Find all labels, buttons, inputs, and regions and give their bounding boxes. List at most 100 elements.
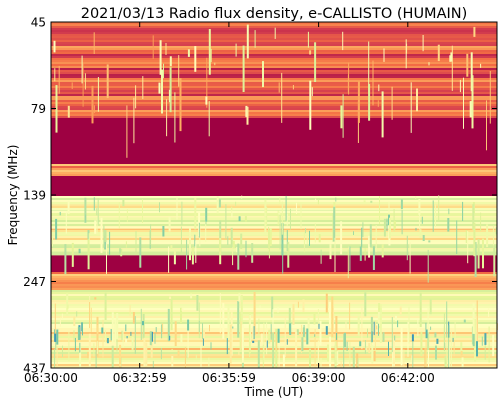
burst-mark (253, 292, 256, 336)
burst-mark (79, 346, 82, 368)
spectrum-row (51, 300, 497, 302)
burst-mark (181, 201, 183, 225)
burst-mark (329, 336, 332, 368)
spectrum-row (51, 222, 497, 224)
burst-mark (375, 225, 377, 252)
burst-mark (102, 319, 104, 358)
y-tick-label: 45 (31, 16, 46, 30)
burst-mark (319, 320, 322, 346)
burst-mark (318, 234, 321, 243)
spectrum-row (51, 90, 497, 92)
spectrum-row (51, 104, 497, 106)
burst-mark (229, 324, 232, 364)
spectrum-row (51, 328, 497, 330)
spectrum-row (51, 24, 497, 26)
burst-mark (409, 242, 411, 274)
burst-mark (450, 331, 452, 368)
burst-mark (383, 48, 385, 62)
spectrum-row (51, 284, 497, 286)
burst-mark (463, 77, 464, 129)
burst-mark (96, 316, 99, 357)
burst-mark (122, 199, 125, 207)
spectrum-row (51, 26, 497, 28)
burst-mark (89, 294, 91, 302)
burst-mark (242, 45, 245, 92)
spectrum-row (51, 52, 497, 54)
burst-mark (297, 301, 299, 308)
burst-mark (90, 307, 92, 332)
burst-mark (174, 92, 176, 143)
burst-mark (91, 85, 94, 124)
burst-mark (492, 334, 495, 357)
burst-mark (104, 330, 106, 343)
burst-mark (416, 88, 418, 112)
spectrum-row (51, 112, 497, 114)
burst-mark (245, 240, 247, 258)
spectrum-row (51, 84, 497, 86)
emission-stripe (51, 251, 497, 256)
burst-mark (159, 40, 162, 75)
burst-mark (318, 323, 320, 329)
burst-mark (443, 313, 445, 352)
burst-mark (344, 332, 346, 348)
burst-mark (448, 208, 450, 215)
burst-mark (488, 308, 490, 317)
spectrum-row (51, 92, 497, 94)
burst-mark (472, 204, 475, 230)
burst-mark (246, 106, 249, 125)
burst-mark (186, 353, 188, 359)
burst-mark (202, 323, 203, 339)
burst-mark (84, 73, 86, 90)
burst-mark (342, 94, 344, 138)
burst-mark (202, 338, 204, 346)
burst-mark (266, 340, 268, 348)
burst-mark (93, 105, 95, 113)
burst-mark (116, 331, 118, 352)
burst-mark (451, 45, 453, 91)
burst-mark (166, 99, 168, 137)
burst-mark (162, 323, 164, 334)
burst-mark (419, 206, 421, 230)
spectrum-row (51, 76, 497, 78)
burst-mark (274, 27, 276, 39)
burst-mark (307, 317, 310, 343)
spectrum-row (51, 326, 497, 328)
y-tick-label: 139 (23, 189, 46, 203)
spectrum-row (51, 38, 497, 40)
burst-mark (180, 307, 182, 324)
burst-mark (277, 328, 280, 343)
burst-mark (428, 62, 430, 66)
burst-mark (472, 303, 475, 334)
burst-mark (386, 218, 388, 231)
burst-mark (314, 223, 316, 243)
burst-mark (368, 235, 371, 258)
burst-mark (422, 235, 425, 241)
spectrum-row (51, 320, 497, 322)
burst-mark (340, 360, 342, 368)
spectrum-row (51, 208, 497, 210)
burst-mark (434, 332, 437, 338)
emission-stripe (51, 201, 497, 205)
spectrum-row (51, 172, 497, 174)
burst-mark (205, 212, 207, 242)
burst-mark (93, 32, 95, 54)
burst-mark (227, 236, 229, 245)
burst-mark (493, 245, 496, 277)
burst-mark (82, 62, 84, 107)
burst-mark (87, 230, 90, 240)
burst-mark (187, 319, 190, 331)
burst-mark (279, 215, 281, 250)
burst-mark (425, 340, 427, 368)
burst-mark (52, 236, 53, 247)
burst-mark (238, 216, 241, 222)
burst-mark (96, 341, 98, 354)
burst-mark (368, 41, 370, 94)
burst-mark (88, 333, 91, 368)
burst-mark (169, 296, 172, 299)
spectrum-row (51, 36, 497, 38)
burst-mark (149, 331, 152, 346)
burst-mark (307, 31, 309, 48)
burst-mark (54, 348, 56, 368)
spectrum-row (51, 174, 497, 176)
burst-mark (378, 323, 379, 336)
